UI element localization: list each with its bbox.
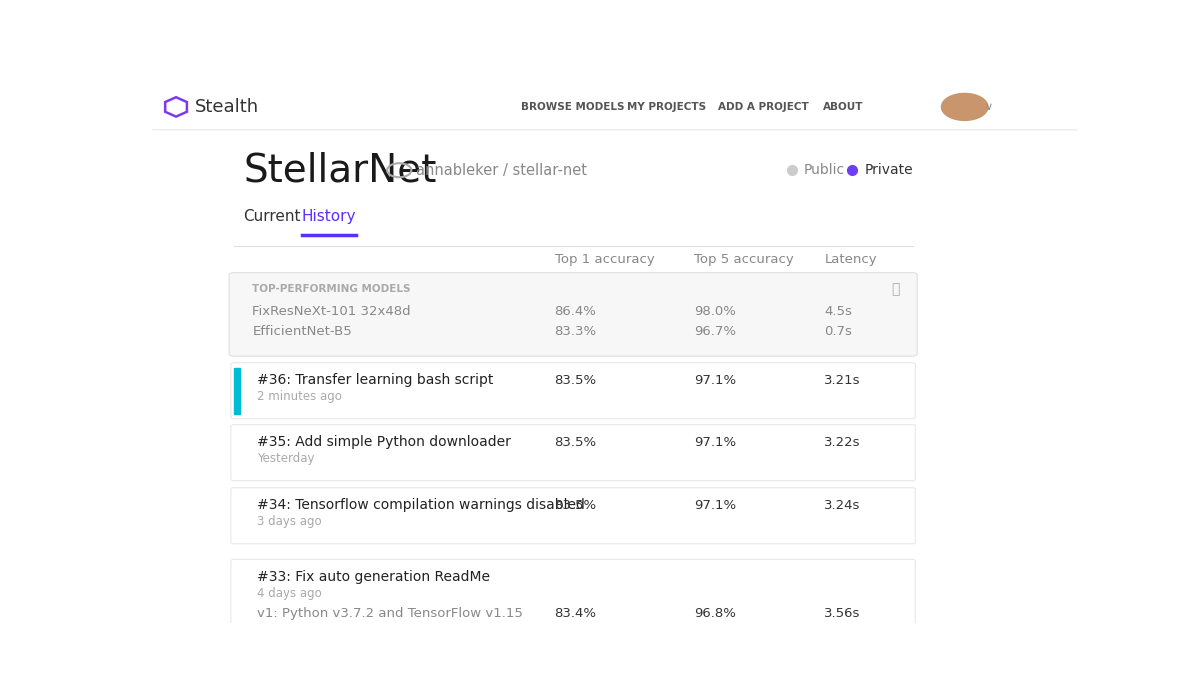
Text: FixResNeXt-101 32x48d: FixResNeXt-101 32x48d	[252, 305, 410, 318]
Text: 83.4%: 83.4%	[554, 607, 596, 620]
Text: annableker / stellar-net: annableker / stellar-net	[416, 162, 587, 178]
Text: BROWSE MODELS: BROWSE MODELS	[522, 102, 625, 112]
Text: ∨: ∨	[984, 102, 992, 112]
Text: 3.56s: 3.56s	[824, 607, 860, 620]
FancyBboxPatch shape	[230, 559, 916, 629]
Text: 97.1%: 97.1%	[694, 499, 736, 512]
Text: 98.0%: 98.0%	[694, 305, 736, 318]
Text: Stealth: Stealth	[194, 98, 259, 116]
Text: #35: Add simple Python downloader: #35: Add simple Python downloader	[257, 435, 511, 449]
Text: 0.7s: 0.7s	[824, 326, 852, 338]
Text: 4.5s: 4.5s	[824, 305, 852, 318]
Text: #33: Fix auto generation ReadMe: #33: Fix auto generation ReadMe	[257, 570, 490, 584]
Bar	[234, 368, 240, 414]
Text: Current: Current	[242, 209, 300, 223]
Text: 3.21s: 3.21s	[824, 374, 860, 387]
Text: Top 1 accuracy: Top 1 accuracy	[554, 253, 654, 266]
Text: Public: Public	[804, 163, 845, 177]
Text: Private: Private	[864, 163, 913, 177]
Text: 3.22s: 3.22s	[824, 436, 860, 449]
Text: Yesterday: Yesterday	[257, 452, 314, 465]
Text: ADD A PROJECT: ADD A PROJECT	[719, 102, 809, 112]
Text: #34: Tensorflow compilation warnings disabled: #34: Tensorflow compilation warnings dis…	[257, 498, 584, 512]
Text: Top 5 accuracy: Top 5 accuracy	[694, 253, 794, 266]
Text: 83.5%: 83.5%	[554, 499, 596, 512]
Text: 83.5%: 83.5%	[554, 436, 596, 449]
Text: 2 minutes ago: 2 minutes ago	[257, 390, 342, 403]
Text: Latency: Latency	[824, 253, 877, 266]
Circle shape	[942, 93, 988, 120]
Text: 3.24s: 3.24s	[824, 499, 860, 512]
FancyBboxPatch shape	[230, 363, 916, 419]
Text: 96.8%: 96.8%	[694, 607, 736, 620]
Text: EfficientNet-B5: EfficientNet-B5	[252, 326, 352, 338]
Text: #36: Transfer learning bash script: #36: Transfer learning bash script	[257, 374, 493, 388]
Text: StellarNet: StellarNet	[242, 151, 437, 189]
Text: 86.4%: 86.4%	[554, 305, 596, 318]
Text: ⤢: ⤢	[892, 282, 900, 296]
Text: TOP-PERFORMING MODELS: TOP-PERFORMING MODELS	[252, 284, 410, 294]
Text: ABOUT: ABOUT	[823, 102, 863, 112]
Text: History: History	[301, 209, 356, 223]
Text: 83.3%: 83.3%	[554, 326, 596, 338]
Text: 97.1%: 97.1%	[694, 374, 736, 387]
Text: v1: Python v3.7.2 and TensorFlow v1.15: v1: Python v3.7.2 and TensorFlow v1.15	[257, 607, 523, 620]
Text: 4 days ago: 4 days ago	[257, 587, 322, 600]
FancyBboxPatch shape	[230, 488, 916, 544]
Text: MY PROJECTS: MY PROJECTS	[626, 102, 706, 112]
FancyBboxPatch shape	[230, 425, 916, 481]
Text: 96.7%: 96.7%	[694, 326, 736, 338]
Text: 97.1%: 97.1%	[694, 436, 736, 449]
Bar	[150, 84, 1080, 130]
Text: 3 days ago: 3 days ago	[257, 515, 322, 528]
Text: 83.5%: 83.5%	[554, 374, 596, 387]
FancyBboxPatch shape	[229, 272, 917, 356]
